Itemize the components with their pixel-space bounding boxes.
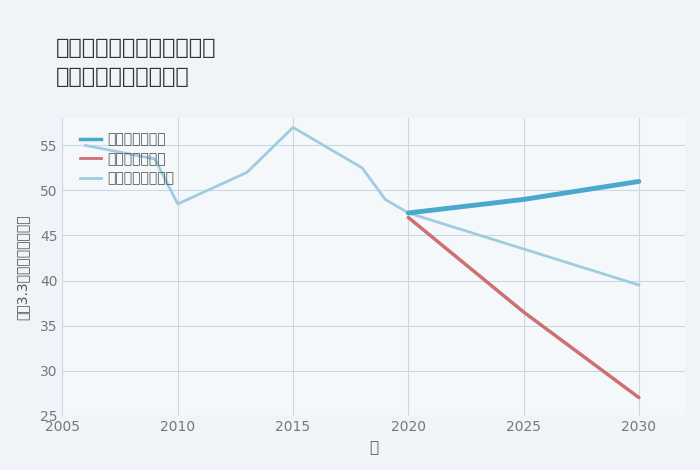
- ノーマルシナリオ: [174, 201, 182, 207]
- バッドシナリオ: [635, 395, 643, 400]
- ノーマルシナリオ: [243, 170, 251, 175]
- ノーマルシナリオ: [519, 246, 528, 252]
- Line: グッドシナリオ: グッドシナリオ: [408, 181, 639, 213]
- ノーマルシナリオ: [404, 210, 412, 216]
- バッドシナリオ: [519, 309, 528, 315]
- ノーマルシナリオ: [635, 282, 643, 288]
- Line: バッドシナリオ: バッドシナリオ: [408, 218, 639, 398]
- X-axis label: 年: 年: [369, 440, 378, 455]
- Text: 三重県鈴鹿市釆女が丘町の
中古戸建ての価格推移: 三重県鈴鹿市釆女が丘町の 中古戸建ての価格推移: [56, 38, 216, 87]
- ノーマルシナリオ: [381, 196, 389, 202]
- Line: ノーマルシナリオ: ノーマルシナリオ: [85, 127, 639, 285]
- グッドシナリオ: [635, 179, 643, 184]
- ノーマルシナリオ: [289, 125, 298, 130]
- グッドシナリオ: [519, 196, 528, 202]
- バッドシナリオ: [404, 215, 412, 220]
- Legend: グッドシナリオ, バッドシナリオ, ノーマルシナリオ: グッドシナリオ, バッドシナリオ, ノーマルシナリオ: [76, 128, 178, 190]
- グッドシナリオ: [404, 210, 412, 216]
- ノーマルシナリオ: [150, 156, 159, 162]
- ノーマルシナリオ: [358, 165, 366, 171]
- ノーマルシナリオ: [81, 142, 90, 148]
- Y-axis label: 坪（3.3㎡）単価（万円）: 坪（3.3㎡）単価（万円）: [15, 214, 29, 320]
